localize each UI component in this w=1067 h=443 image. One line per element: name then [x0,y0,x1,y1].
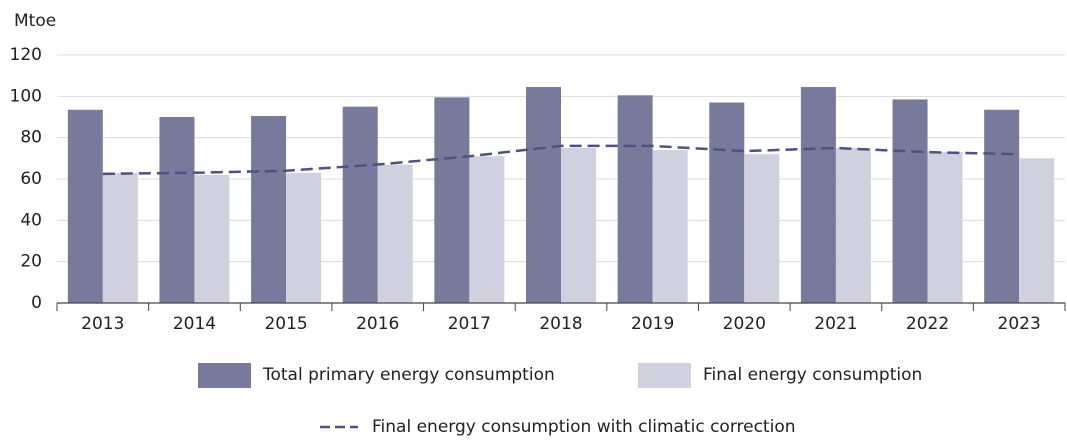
legend-label: Final energy consumption [703,365,922,385]
x-tick-label: 2019 [631,314,674,334]
x-tick-label: 2015 [264,314,307,334]
bar [892,99,928,303]
bar [251,115,287,303]
x-tick-label: 2022 [906,314,949,334]
y-tick-label: 120 [10,45,42,65]
y-tick-label: 40 [20,210,42,230]
bar [561,148,596,303]
line-series [102,144,1020,176]
bar [617,95,653,303]
bar [286,172,322,303]
bar [984,109,1020,304]
x-tick-label: 2017 [448,314,491,334]
y-tick-label: 20 [20,252,42,272]
bar [744,154,780,303]
bar [927,152,963,303]
legend-swatch [638,363,691,388]
bar [469,156,505,303]
x-tick-label: 2023 [998,314,1041,334]
bar [434,97,470,303]
bar [1019,158,1055,303]
bar [835,148,871,303]
y-tick-label: 0 [31,293,42,313]
y-tick-label: 100 [10,86,42,106]
bar [159,117,195,303]
bar [102,172,138,303]
bar [342,106,378,304]
x-tick-label: 2021 [814,314,857,334]
x-tick-label: 2018 [539,314,582,334]
legend-label: Final energy consumption with climatic c… [372,417,796,437]
bar [652,150,688,303]
y-axis-label: Mtoe [14,11,56,31]
bar [377,164,413,303]
x-tick-label: 2020 [723,314,766,334]
y-tick-label: 80 [20,128,42,148]
x-tick-label: 2013 [81,314,124,334]
legend-swatch [198,363,251,388]
legend-label: Total primary energy consumption [262,365,555,385]
bar [709,102,745,304]
y-tick-label: 60 [20,169,42,189]
bar [67,109,103,304]
x-tick-label: 2016 [356,314,399,334]
x-tick-label: 2014 [173,314,216,334]
bar [194,174,230,303]
bar [800,87,836,304]
bar [526,87,561,304]
